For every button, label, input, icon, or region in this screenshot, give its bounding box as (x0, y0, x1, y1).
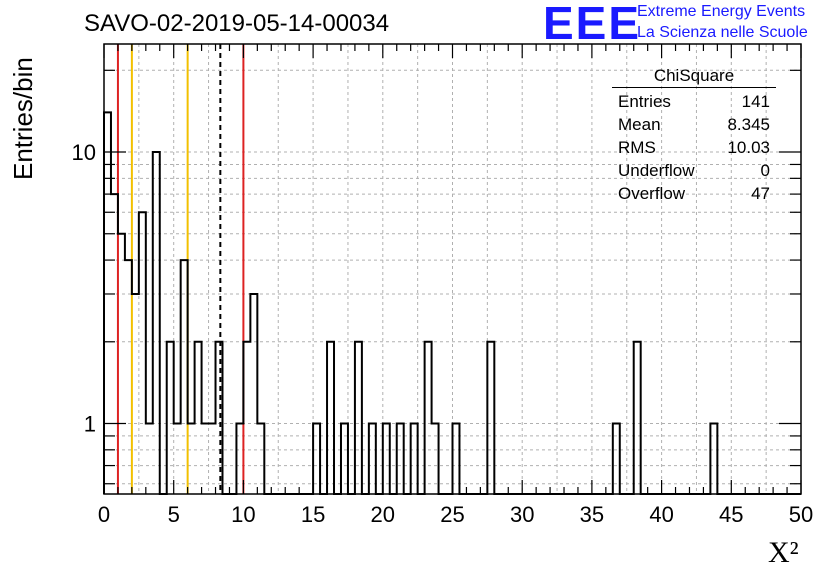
logo-line-1: Extreme Energy Events (637, 3, 806, 20)
stats-value: 47 (751, 184, 770, 203)
x-tick-label: 10 (231, 502, 255, 527)
x-tick-label: 20 (371, 502, 395, 527)
x-tick-label: 30 (510, 502, 534, 527)
histogram-bin (195, 342, 202, 494)
stats-value: 0 (760, 161, 770, 180)
histogram-bin (139, 212, 146, 494)
stats-row: Overflow 47 (612, 182, 776, 205)
stats-row: Underflow 0 (612, 159, 776, 182)
stats-label: Mean (618, 115, 661, 134)
histogram-bin (153, 152, 160, 494)
stats-row: Entries 141 (612, 90, 776, 113)
x-tick-label: 35 (580, 502, 604, 527)
histogram-bin (487, 342, 494, 494)
histogram-bin (355, 342, 362, 494)
histogram-bin (250, 294, 257, 494)
histogram-bin (167, 342, 174, 494)
stats-box: ChiSquare Entries 141 Mean 8.345 RMS 10.… (612, 66, 776, 205)
eee-logo: EEE (543, 0, 642, 49)
x-tick-label: 0 (98, 502, 110, 527)
histogram-bin (327, 342, 334, 494)
x-axis-label: X² (768, 536, 799, 569)
histogram-bin (243, 342, 250, 494)
stats-row: RMS 10.03 (612, 136, 776, 159)
axis-tick-labels: 0 5 10 15 20 25 30 35 40 45 50 1 10 (72, 140, 814, 527)
histogram-bin (118, 234, 125, 494)
stats-label: Underflow (618, 161, 695, 180)
stats-value: 8.345 (727, 115, 770, 134)
x-tick-label: 50 (789, 502, 813, 527)
histogram-bin (181, 260, 188, 494)
stats-label: Overflow (618, 184, 686, 203)
stats-row: Mean 8.345 (612, 113, 776, 136)
x-tick-label: 45 (719, 502, 743, 527)
y-tick-label: 10 (72, 140, 96, 165)
stats-label: RMS (618, 138, 656, 157)
histogram-bin (111, 194, 118, 494)
x-tick-label: 25 (440, 502, 464, 527)
axis-ticks (103, 44, 802, 494)
x-tick-label: 40 (649, 502, 673, 527)
histogram-bin (216, 342, 223, 494)
stats-value: 141 (741, 92, 770, 111)
stats-title: ChiSquare (612, 66, 776, 88)
histogram-bin (132, 294, 139, 494)
x-tick-label: 5 (168, 502, 180, 527)
stats-value: 10.03 (727, 138, 770, 157)
y-axis-label: Entries/bin (8, 57, 38, 180)
histogram-bin (425, 342, 432, 494)
chart-title: SAVO-02-2019-05-14-00034 (84, 10, 390, 37)
stats-label: Entries (618, 92, 671, 111)
logo-line-2: La Scienza nelle Scuole (637, 24, 808, 41)
histogram-bin (634, 342, 641, 494)
histogram-bin (125, 260, 132, 494)
x-tick-label: 15 (301, 502, 325, 527)
histogram-bin (104, 112, 111, 494)
y-tick-label: 1 (84, 412, 96, 437)
